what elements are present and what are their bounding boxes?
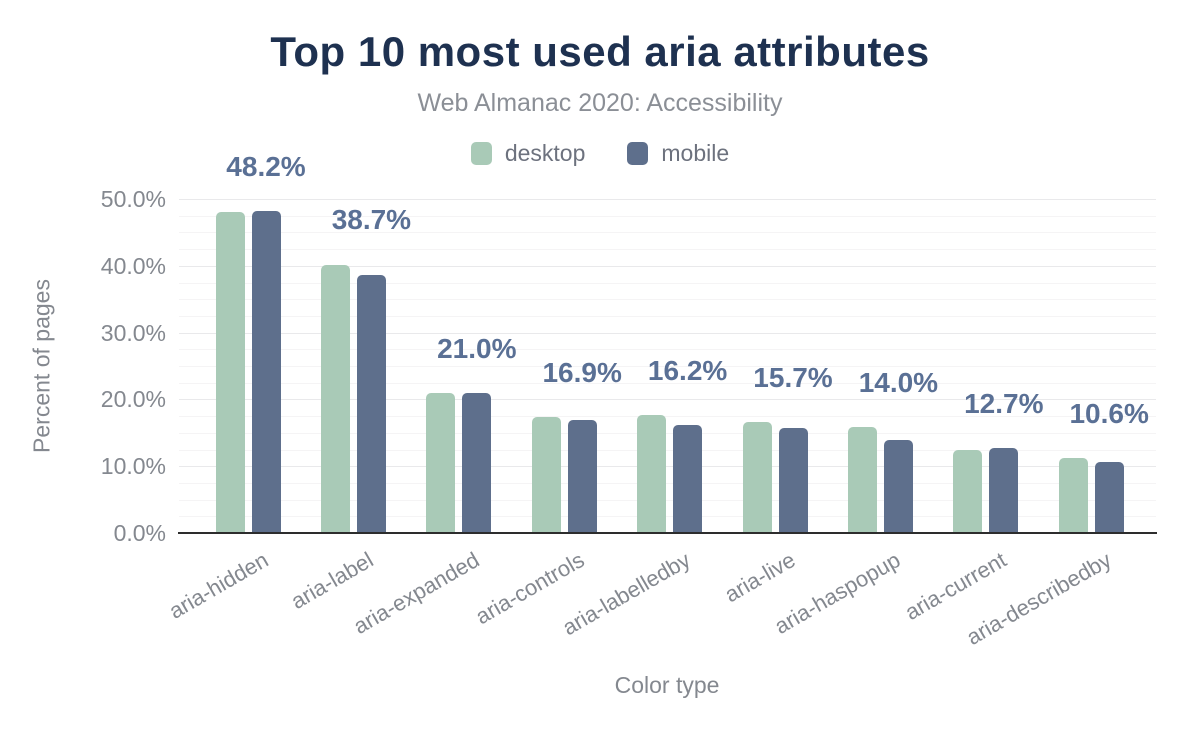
value-label-aria-live: 15.7%	[753, 362, 833, 394]
y-tick-label: 50.0%	[100, 186, 166, 212]
minor-gridline	[179, 215, 1156, 217]
value-label-aria-labelledby: 16.2%	[647, 355, 728, 387]
bar-mobile-aria-live	[778, 428, 808, 533]
legend-item-mobile: mobile	[627, 140, 729, 167]
bar-desktop-aria-describedby	[1058, 458, 1088, 533]
x-axis-title: Color type	[614, 672, 720, 698]
bar-mobile-aria-label	[356, 274, 386, 533]
legend-swatch-desktop	[470, 142, 492, 165]
minor-gridline	[179, 516, 1156, 518]
bar-mobile-aria-labelledby	[673, 424, 703, 533]
major-gridline	[179, 399, 1156, 401]
major-gridline	[179, 265, 1156, 267]
bar-desktop-aria-label	[320, 264, 350, 533]
minor-gridline	[179, 416, 1156, 418]
bar-desktop-aria-live	[742, 422, 772, 533]
minor-gridline	[179, 282, 1156, 284]
legend-label-desktop: desktop	[504, 140, 586, 166]
bar-mobile-aria-hidden	[251, 211, 281, 533]
major-gridline	[179, 332, 1156, 334]
value-label-aria-label: 38.7%	[331, 204, 412, 236]
chart-subtitle: Web Almanac 2020: Accessibility	[417, 89, 783, 117]
value-label-aria-current: 12.7%	[964, 388, 1044, 420]
chart-title: Top 10 most used aria attributes	[270, 28, 930, 75]
bar-desktop-aria-haspopup	[847, 426, 877, 533]
value-label-aria-expanded: 21.0%	[437, 332, 517, 364]
minor-gridline	[179, 499, 1156, 501]
value-label-aria-haspopup: 14.0%	[858, 366, 939, 398]
minor-gridline	[179, 482, 1156, 484]
value-label-aria-describedby: 10.6%	[1069, 398, 1149, 430]
y-axis-title: Percent of pages	[28, 279, 55, 453]
bar-mobile-aria-describedby	[1094, 462, 1124, 533]
bar-mobile-aria-controls	[567, 420, 597, 533]
y-tick-label: 20.0%	[100, 386, 166, 413]
bar-desktop-aria-current	[953, 450, 983, 533]
legend-item-desktop: desktop	[470, 140, 586, 167]
minor-gridline	[179, 249, 1156, 251]
x-axis-line	[178, 532, 1157, 534]
bar-mobile-aria-haspopup	[883, 439, 913, 533]
bar-desktop-aria-controls	[531, 417, 561, 533]
minor-gridline	[179, 366, 1156, 367]
minor-gridline	[179, 382, 1156, 384]
y-tick-label: 40.0%	[100, 252, 166, 279]
y-tick-label: 10.0%	[100, 453, 166, 480]
y-tick-label: 30.0%	[100, 319, 166, 346]
bar-mobile-aria-current	[989, 448, 1019, 533]
bar-desktop-aria-labelledby	[637, 415, 667, 533]
value-label-aria-hidden: 48.2%	[226, 151, 306, 183]
minor-gridline	[179, 315, 1156, 317]
bar-desktop-aria-expanded	[426, 392, 456, 533]
legend-label-mobile: mobile	[661, 140, 730, 166]
legend: desktop mobile	[0, 140, 1200, 167]
bar-mobile-aria-expanded	[462, 392, 492, 533]
y-tick-label: 0.0%	[113, 520, 166, 546]
minor-gridline	[179, 232, 1156, 234]
major-gridline	[179, 199, 1156, 200]
legend-swatch-mobile	[627, 142, 649, 165]
bar-desktop-aria-hidden	[215, 211, 245, 533]
major-gridline	[179, 466, 1156, 468]
minor-gridline	[179, 299, 1156, 301]
minor-gridline	[179, 449, 1156, 451]
minor-gridline	[179, 349, 1156, 351]
value-label-aria-controls: 16.9%	[542, 357, 622, 389]
minor-gridline	[179, 432, 1156, 434]
